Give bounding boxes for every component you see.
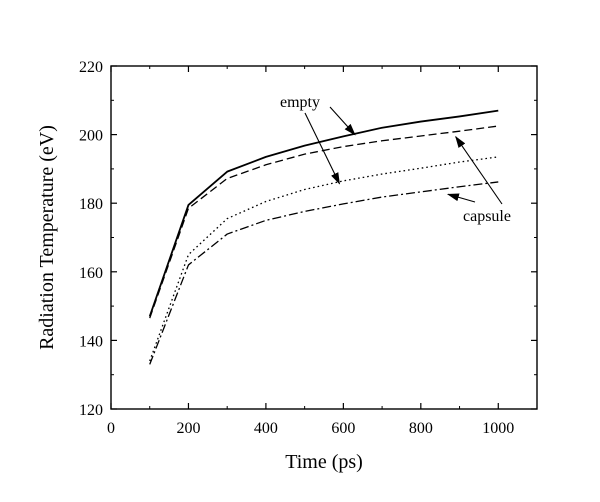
x-tick-label: 400 <box>254 420 278 437</box>
series-line-dashed <box>149 125 499 319</box>
x-tick-label: 800 <box>409 420 433 437</box>
series-layer <box>148 109 499 365</box>
annotation-arrow-empty-1 <box>329 106 356 136</box>
x-tick-label: 0 <box>107 420 115 437</box>
y-tick-label: 160 <box>79 265 103 282</box>
annotation-capsule: capsule <box>463 208 511 225</box>
y-tick-label: 120 <box>79 402 103 419</box>
x-tick-label: 1000 <box>482 420 514 437</box>
annotation-empty: empty <box>280 94 320 111</box>
x-tick-label: 600 <box>331 420 355 437</box>
annotation-arrow-empty-2 <box>304 112 340 185</box>
annotation-arrow-capsule-1 <box>455 135 503 205</box>
y-tick-label: 200 <box>79 128 103 145</box>
tick-layer: 0 200 400 600 800 1000 120 140 160 180 200 220 <box>79 59 537 437</box>
y-tick-label: 180 <box>79 196 103 213</box>
series-line-dotted <box>149 156 499 362</box>
y-tick-label: 140 <box>79 333 103 350</box>
y-axis-title: Radiation Temperature (eV) <box>36 125 58 350</box>
series-line-dash-dot <box>149 181 499 365</box>
series-line-solid <box>148 109 499 317</box>
x-tick-label: 200 <box>176 420 200 437</box>
annotation-layer: empty capsule <box>280 94 511 225</box>
plot-frame <box>110 65 538 410</box>
x-axis-title: Time (ps) <box>285 451 363 473</box>
y-tick-label: 220 <box>79 59 103 76</box>
annotation-arrow-capsule-2 <box>446 193 476 203</box>
